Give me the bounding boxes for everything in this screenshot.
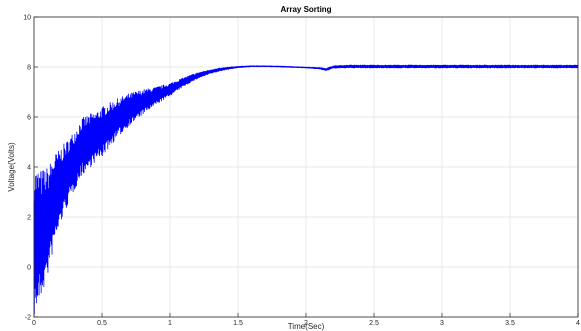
x-tick-label: 1: [168, 320, 172, 327]
y-tick-label: 2: [27, 215, 31, 222]
y-tick-label: 4: [27, 165, 31, 172]
y-tick-label: 10: [23, 15, 31, 22]
x-tick-label: 3: [440, 320, 444, 327]
series-layer: [33, 64, 579, 314]
y-tick-labels: -2 0 2 4 6 8 10: [23, 15, 31, 322]
y-tick-label: 0: [27, 265, 31, 272]
x-tick-label: 0: [32, 320, 36, 327]
y-tick-label: -2: [25, 315, 31, 322]
x-tick-label: 4: [576, 320, 580, 327]
y-tick-label: 6: [27, 115, 31, 122]
x-tick-label: 1.5: [233, 320, 243, 327]
x-tick-label: 0.5: [97, 320, 107, 327]
chart-title: Array Sorting: [280, 5, 331, 14]
x-axis-label: Time(Sec): [288, 322, 325, 331]
x-tick-labels: 0 0.5 1 1.5 2 2.5 3 3.5 4: [32, 320, 580, 327]
x-tick-label: 2: [304, 320, 308, 327]
x-tick-label: 2.5: [369, 320, 379, 327]
series-line: [33, 64, 579, 314]
x-tick-label: 3.5: [505, 320, 515, 327]
y-tick-label: 8: [27, 65, 31, 72]
y-axis-label: Voltage(Volts): [7, 142, 16, 192]
tick-marks: [33, 16, 579, 318]
